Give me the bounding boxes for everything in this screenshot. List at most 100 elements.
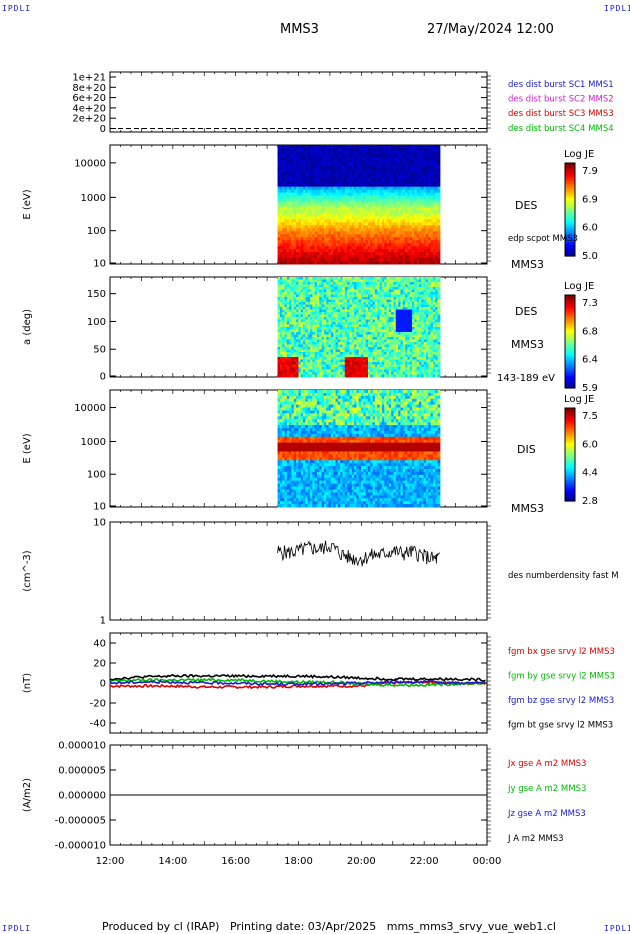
heatmap-cell	[432, 216, 436, 220]
heatmap-cell	[279, 195, 283, 200]
heatmap-cell	[279, 162, 283, 167]
heatmap-cell	[421, 183, 425, 188]
heatmap-cell	[354, 231, 357, 235]
heatmap-cell	[289, 189, 292, 194]
heatmap-cell	[282, 198, 286, 203]
heatmap-cell	[407, 258, 411, 262]
heatmap-cell	[344, 180, 348, 185]
heatmap-cell	[344, 344, 348, 348]
heatmap-cell	[428, 192, 432, 197]
heatmap-cell	[437, 198, 441, 203]
heatmap-cell	[326, 258, 330, 262]
heatmap-cell	[326, 279, 330, 283]
heatmap-cell	[293, 362, 297, 365]
heatmap-cell	[279, 324, 283, 328]
heatmap-cell	[370, 225, 374, 229]
heatmap-cell	[379, 342, 383, 345]
heatmap-cell	[335, 282, 339, 285]
heatmap-cell	[310, 352, 313, 355]
heatmap-cell	[300, 252, 304, 256]
heatmap-cell	[312, 216, 316, 220]
heatmap-cell	[344, 204, 348, 208]
heatmap-cell	[363, 374, 367, 378]
heatmap-cell	[289, 289, 292, 293]
heatmap-cell	[402, 204, 406, 208]
heatmap-cell	[349, 337, 353, 340]
heatmap-cell	[395, 231, 399, 235]
heatmap-cell	[335, 219, 339, 223]
heatmap-cell	[284, 210, 288, 214]
heatmap-cell	[423, 258, 427, 262]
heatmap-cell	[310, 231, 313, 235]
heatmap-cell	[296, 294, 299, 298]
heatmap-cell	[337, 210, 341, 214]
heatmap-cell	[354, 329, 357, 333]
heatmap-cell	[342, 216, 346, 220]
heatmap-cell	[351, 294, 355, 298]
heatmap-cell	[312, 369, 316, 373]
heatmap-cell	[437, 180, 441, 185]
heatmap-cell	[284, 307, 288, 310]
heatmap-cell	[356, 195, 360, 200]
heatmap-cell	[365, 180, 369, 185]
heatmap-cell	[367, 213, 371, 217]
heatmap-cell	[279, 168, 283, 173]
heatmap-cell	[367, 189, 371, 194]
heatmap-cell	[358, 219, 362, 223]
heatmap-cell	[400, 177, 404, 182]
heatmap-cell	[282, 240, 286, 244]
heatmap-cell	[435, 252, 439, 256]
heatmap-cell	[316, 159, 320, 164]
heatmap-cell	[361, 372, 364, 375]
heatmap-cell	[358, 307, 362, 310]
heatmap-cell	[407, 171, 411, 176]
heatmap-cell	[405, 255, 408, 259]
heatmap-cell	[395, 252, 399, 256]
heatmap-cell	[354, 284, 357, 288]
heatmap-cell	[391, 219, 394, 223]
heatmap-cell	[314, 332, 318, 335]
heatmap-cell	[356, 332, 360, 335]
heatmap-cell	[326, 177, 330, 182]
heatmap-cell	[321, 334, 325, 338]
heatmap-cell	[407, 222, 411, 226]
heatmap-cell	[277, 171, 281, 176]
heatmap-cell	[400, 192, 404, 197]
heatmap-cell	[282, 186, 286, 191]
heatmap-cell	[277, 162, 281, 167]
heatmap-cell	[296, 282, 299, 285]
heatmap-cell	[293, 231, 297, 235]
heatmap-cell	[330, 312, 334, 315]
legend-dist-burst-mms3: des dist burst SC3 MMS3	[508, 109, 614, 119]
heatmap-cell	[316, 279, 320, 283]
heatmap-cell	[298, 332, 302, 335]
heatmap-cell	[333, 162, 337, 167]
heatmap-cell	[312, 177, 316, 182]
heatmap-cell	[328, 261, 332, 265]
heatmap-cell	[323, 198, 327, 203]
heatmap-cell	[340, 289, 343, 293]
heatmap-cell	[284, 216, 288, 220]
heatmap-cell	[337, 240, 341, 244]
heatmap-cell	[372, 332, 376, 335]
heatmap-cell	[361, 304, 364, 308]
heatmap-cell	[326, 168, 330, 173]
heatmap-cell	[286, 362, 290, 365]
heatmap-cell	[342, 222, 346, 226]
heatmap-cell	[296, 145, 299, 149]
heatmap-cell	[328, 299, 332, 303]
heatmap-cell	[310, 237, 313, 241]
heatmap-cell	[395, 145, 399, 149]
heatmap-cell	[358, 195, 362, 200]
heatmap-cell	[342, 372, 346, 375]
heatmap-cell	[328, 374, 332, 378]
heatmap-cell	[428, 216, 432, 220]
heatmap-cell	[358, 279, 362, 283]
heatmap-cell	[319, 225, 323, 229]
heatmap-cell	[312, 307, 316, 310]
heatmap-cell	[356, 327, 360, 330]
heatmap-cell	[310, 243, 313, 247]
heatmap-cell	[374, 240, 378, 244]
heatmap-cell	[423, 171, 427, 176]
heatmap-cell	[284, 255, 288, 259]
